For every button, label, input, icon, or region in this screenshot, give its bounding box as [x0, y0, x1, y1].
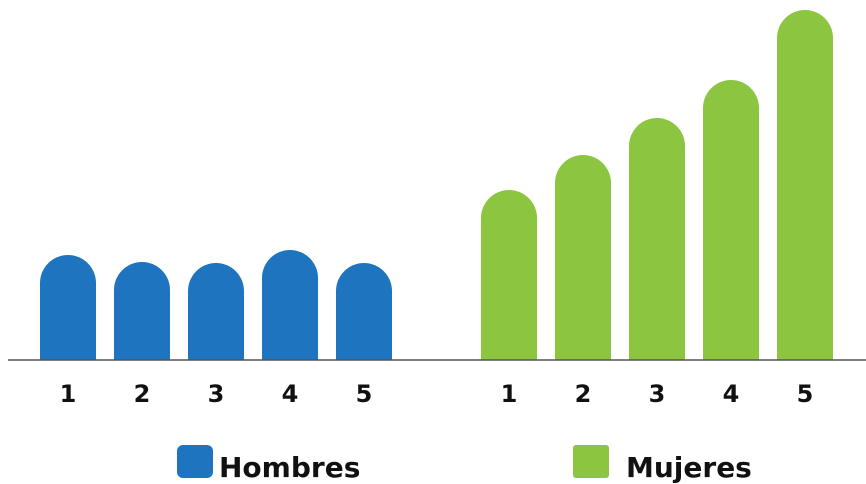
bar-hombres-1: [40, 255, 96, 360]
tick-label-mujeres-1: 1: [501, 380, 518, 408]
bar-hombres-2: [114, 262, 170, 360]
tick-label-hombres-1: 1: [60, 380, 77, 408]
tick-label-hombres-4: 4: [282, 380, 299, 408]
legend-swatch-hombres: [177, 445, 213, 478]
tick-label-mujeres-4: 4: [723, 380, 740, 408]
bar-mujeres-3: [629, 118, 685, 360]
bar-mujeres-2: [555, 155, 611, 360]
legend-label-hombres: Hombres: [219, 451, 360, 484]
tick-label-hombres-2: 2: [134, 380, 151, 408]
legend: Hombres Mujeres: [177, 445, 752, 484]
bar-hombres-3: [188, 263, 244, 360]
legend-swatch-mujeres: [573, 445, 609, 478]
bar-hombres-4: [262, 250, 318, 360]
legend-label-mujeres: Mujeres: [626, 451, 752, 484]
tick-label-mujeres-2: 2: [575, 380, 592, 408]
bar-mujeres-1: [481, 190, 537, 360]
legend-item-mujeres: Mujeres: [573, 445, 752, 484]
bar-hombres-5: [336, 263, 392, 360]
tick-label-hombres-5: 5: [356, 380, 373, 408]
tick-label-mujeres-3: 3: [649, 380, 666, 408]
tick-label-mujeres-5: 5: [797, 380, 814, 408]
bars-layer: [40, 10, 833, 360]
bar-mujeres-5: [777, 10, 833, 360]
tick-label-hombres-3: 3: [208, 380, 225, 408]
bar-mujeres-4: [703, 80, 759, 360]
tick-labels: 1 2 3 4 5 1 2 3 4 5: [60, 380, 814, 408]
legend-item-hombres: Hombres: [177, 445, 360, 484]
